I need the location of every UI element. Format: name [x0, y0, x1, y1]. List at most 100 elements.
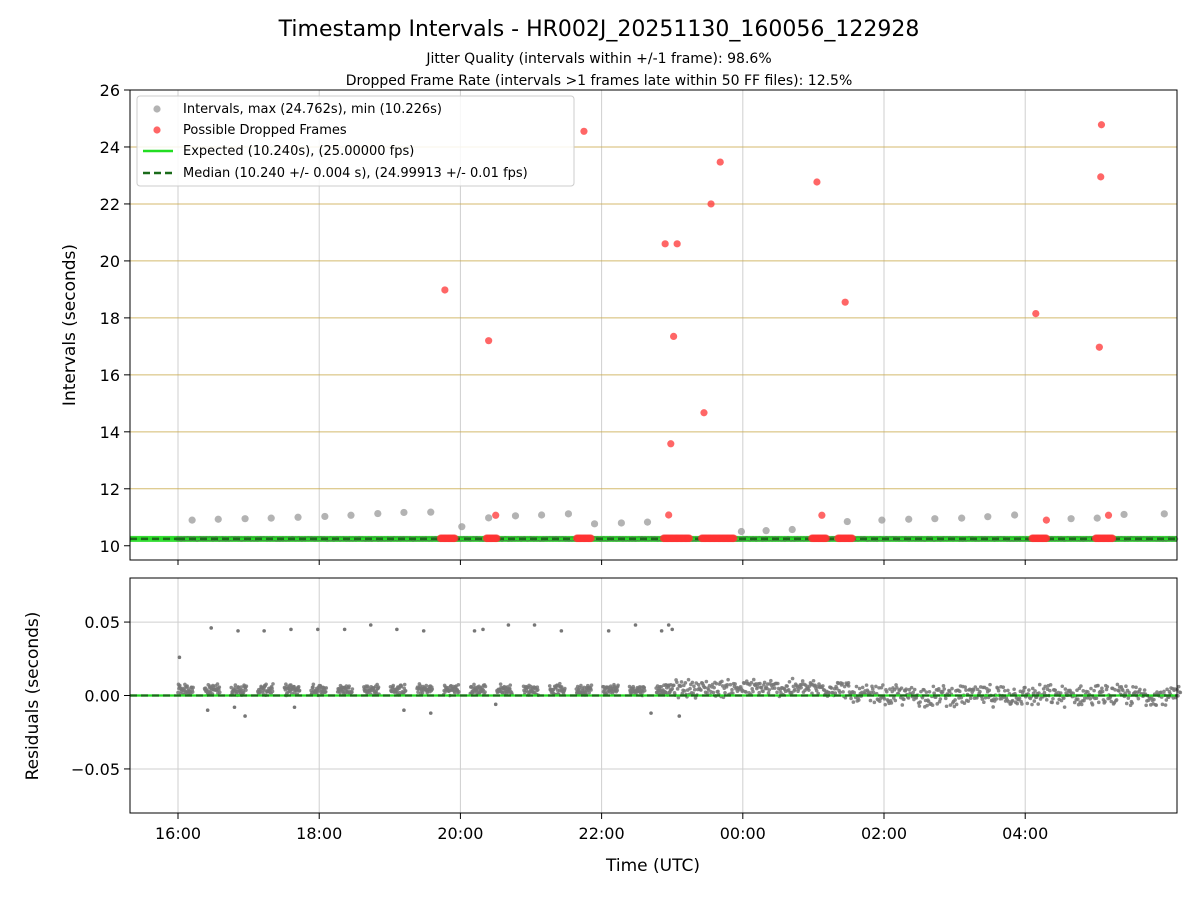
- residual-point: [1094, 696, 1099, 701]
- residual-point: [239, 685, 244, 689]
- residual-point: [942, 687, 947, 691]
- residual-point: [888, 687, 892, 691]
- residual-point: [347, 684, 351, 688]
- interval-point: [564, 510, 573, 518]
- residual-point: [264, 682, 268, 687]
- residual-point: [1072, 700, 1077, 705]
- residual-point: [1109, 699, 1114, 704]
- residual-point: [827, 690, 831, 695]
- residual-point: [690, 680, 695, 685]
- residual-point: [807, 688, 811, 692]
- residual-point: [894, 683, 898, 687]
- residual-point: [350, 690, 354, 694]
- residual-point: [420, 690, 425, 695]
- residual-point: [217, 690, 222, 695]
- residual-point: [1127, 690, 1131, 695]
- dropped-frame-point: [1104, 511, 1113, 519]
- residual-point: [904, 687, 908, 692]
- interval-point: [843, 517, 851, 526]
- residual-point: [642, 685, 647, 690]
- residual-point: [987, 688, 992, 693]
- residual-point: [726, 677, 730, 682]
- residual-point: [535, 687, 540, 692]
- residual-point: [911, 690, 915, 695]
- residual-point: [957, 689, 962, 694]
- residual-point: [1164, 698, 1169, 702]
- dropped-frame-point: [1097, 173, 1105, 181]
- residual-point: [1152, 697, 1156, 702]
- residual-point: [1144, 703, 1148, 708]
- residual-point: [775, 690, 779, 695]
- residual-outlier: [506, 623, 511, 627]
- residual-point: [693, 696, 698, 700]
- residual-point: [683, 681, 688, 685]
- high-dropped-frames: [441, 121, 1113, 524]
- dropped-frame-clusters: [436, 534, 1117, 543]
- residual-outlier: [659, 629, 664, 633]
- residual-point: [1030, 702, 1034, 707]
- top-y-tick-label: 22: [100, 195, 120, 214]
- residual-point: [1044, 698, 1049, 702]
- residual-point: [971, 688, 976, 692]
- legend: Intervals, max (24.762s), min (10.226s) …: [136, 95, 575, 187]
- interval-point: [511, 512, 520, 520]
- residual-point: [679, 680, 684, 684]
- dropped-frame-point: [685, 534, 693, 543]
- residual-point: [791, 684, 796, 689]
- residual-point: [857, 698, 861, 702]
- residual-point: [616, 683, 620, 688]
- residual-point: [962, 701, 967, 706]
- x-tick-label: 22:00: [579, 824, 625, 843]
- chart-subtitle-jitter: Jitter Quality (intervals within +/-1 fr…: [425, 51, 771, 67]
- residual-point: [703, 685, 707, 690]
- residual-point: [236, 685, 241, 690]
- residual-point: [1001, 685, 1006, 689]
- residual-point: [1032, 699, 1037, 703]
- residual-point: [678, 684, 683, 688]
- residual-point: [931, 684, 936, 689]
- residual-point: [323, 689, 328, 694]
- residual-outlier: [205, 708, 210, 712]
- residual-point: [959, 695, 964, 700]
- residual-point: [902, 697, 906, 702]
- residual-point: [1015, 701, 1020, 706]
- residual-point: [926, 699, 931, 704]
- residual-outlier: [289, 627, 293, 632]
- residual-point: [943, 696, 948, 701]
- residual-point: [821, 684, 825, 688]
- residual-point: [882, 697, 887, 701]
- residual-point: [975, 687, 980, 692]
- residual-point: [1079, 684, 1083, 688]
- residual-point: [991, 705, 995, 709]
- residual-point: [874, 684, 878, 689]
- residual-point: [841, 690, 845, 694]
- residual-point: [1010, 698, 1015, 703]
- top-y-axis-label: Intervals (seconds): [60, 244, 80, 406]
- residual-point: [711, 690, 716, 695]
- residual-point: [909, 685, 914, 690]
- residual-point: [1096, 700, 1101, 705]
- residual-point: [579, 683, 583, 688]
- interval-point: [188, 516, 196, 524]
- residual-point: [233, 683, 238, 687]
- residual-point: [1104, 687, 1109, 692]
- residual-point: [241, 690, 246, 695]
- residual-point: [900, 703, 905, 707]
- residual-point: [229, 685, 234, 690]
- dropped-frame-point: [587, 534, 595, 543]
- x-tick-label: 04:00: [1002, 824, 1048, 843]
- residual-point: [924, 690, 929, 694]
- residual-point: [1012, 687, 1016, 692]
- dropped-frame-point: [1097, 121, 1106, 129]
- residual-point: [912, 687, 917, 692]
- residual-point: [917, 704, 922, 708]
- residual-point: [720, 679, 724, 684]
- residual-outlier: [315, 627, 320, 632]
- residual-point: [430, 687, 435, 691]
- interval-point: [905, 515, 913, 523]
- residual-point: [816, 691, 821, 696]
- interval-point: [737, 527, 745, 536]
- residual-point: [457, 689, 461, 694]
- residual-point: [691, 691, 695, 696]
- residual-point: [941, 684, 946, 688]
